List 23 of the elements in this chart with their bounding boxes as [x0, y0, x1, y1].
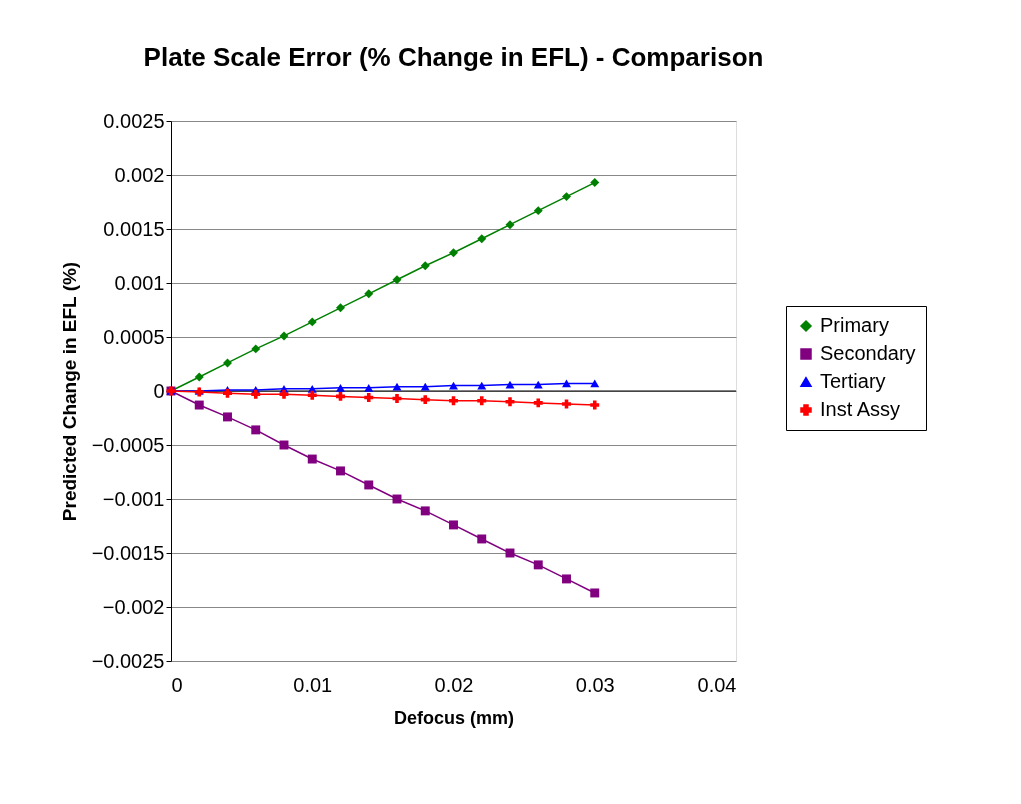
y-tick-label: 0.0005 [103, 325, 165, 348]
y-tick-label: 0 [153, 379, 165, 402]
x-tick-label: 0.03 [575, 673, 615, 696]
legend-label: Tertiary [820, 370, 886, 392]
legend-label: Secondary [820, 342, 916, 364]
y-tick-label: −0.002 [102, 595, 165, 618]
x-tick-label: 0 [171, 673, 183, 696]
y-tick-label: 0.002 [114, 163, 165, 186]
y-tick-label: −0.001 [102, 487, 165, 510]
legend-label: Inst Assy [820, 398, 901, 420]
x-tick-label: 0.01 [293, 673, 333, 696]
y-axis-title: Predicted Change in EFL (%) [58, 261, 80, 522]
y-tick-label: −0.0015 [91, 541, 165, 564]
x-tick-label: 0.02 [434, 673, 474, 696]
chart-title: Plate Scale Error (% Change in EFL) - Comparison [143, 42, 764, 72]
y-tick-label: −0.0005 [91, 433, 165, 456]
legend-label: Primary [820, 314, 889, 336]
x-tick-label: 0.04 [697, 673, 737, 696]
y-tick-label: 0.0025 [103, 109, 165, 132]
y-tick-label: −0.0025 [91, 649, 165, 672]
y-tick-label: 0.0015 [103, 217, 165, 240]
x-axis-title: Defocus (mm) [393, 707, 515, 728]
y-tick-label: 0.001 [114, 271, 165, 294]
